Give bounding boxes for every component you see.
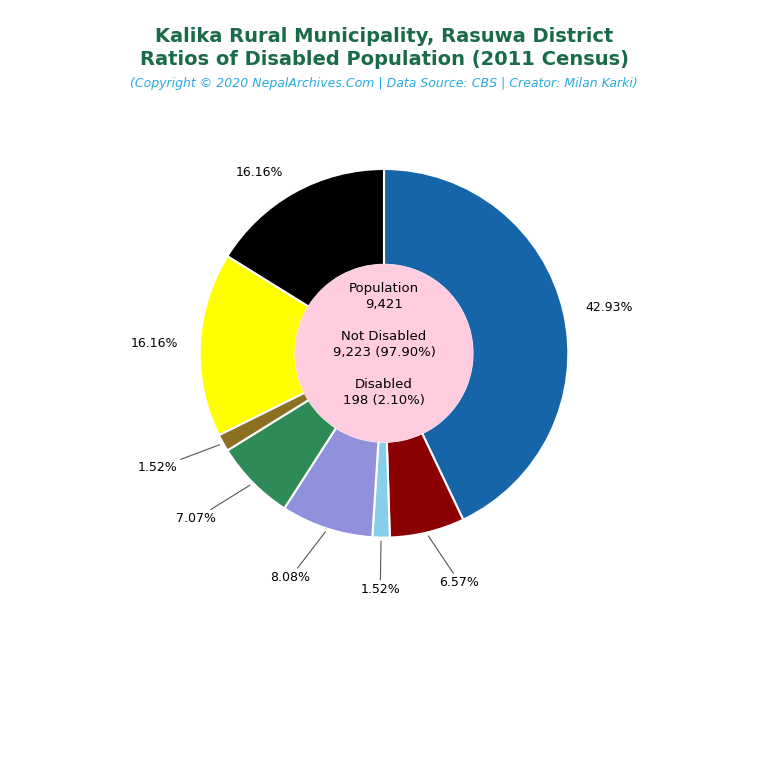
Wedge shape bbox=[219, 392, 309, 451]
Wedge shape bbox=[200, 256, 309, 435]
Wedge shape bbox=[387, 433, 463, 538]
Text: Population
9,421

Not Disabled
9,223 (97.90%)

Disabled
198 (2.10%): Population 9,421 Not Disabled 9,223 (97.… bbox=[333, 282, 435, 406]
Circle shape bbox=[296, 265, 472, 442]
Wedge shape bbox=[227, 400, 336, 508]
Text: 1.52%: 1.52% bbox=[138, 445, 220, 475]
Text: Ratios of Disabled Population (2011 Census): Ratios of Disabled Population (2011 Cens… bbox=[140, 50, 628, 69]
Text: 16.16%: 16.16% bbox=[131, 337, 178, 350]
Text: (Copyright © 2020 NepalArchives.Com | Data Source: CBS | Creator: Milan Karki): (Copyright © 2020 NepalArchives.Com | Da… bbox=[130, 77, 638, 90]
Text: 6.57%: 6.57% bbox=[429, 536, 479, 589]
Text: 16.16%: 16.16% bbox=[236, 167, 283, 180]
Text: Kalika Rural Municipality, Rasuwa District: Kalika Rural Municipality, Rasuwa Distri… bbox=[155, 27, 613, 46]
Wedge shape bbox=[284, 428, 379, 538]
Text: 7.07%: 7.07% bbox=[176, 485, 250, 525]
Wedge shape bbox=[372, 442, 390, 538]
Text: 8.08%: 8.08% bbox=[270, 532, 326, 584]
Wedge shape bbox=[227, 169, 384, 306]
Text: 42.93%: 42.93% bbox=[585, 301, 633, 314]
Text: 1.52%: 1.52% bbox=[360, 541, 400, 596]
Wedge shape bbox=[384, 169, 568, 520]
